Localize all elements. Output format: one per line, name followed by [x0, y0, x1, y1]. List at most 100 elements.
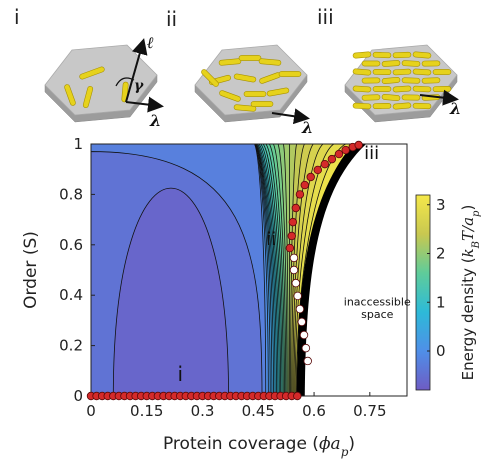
data-point: [288, 217, 298, 227]
symbol: ℓ: [146, 33, 154, 52]
colorbar-label-part: Energy density (: [459, 257, 477, 380]
protein-rod: [361, 60, 381, 67]
data-point: [287, 231, 296, 241]
colorbar-label-part: B: [471, 241, 482, 249]
protein-rod: [392, 51, 412, 59]
data-point: [306, 172, 315, 182]
data-point: [291, 203, 301, 213]
x-axis-label: Protein coverage (ϕap): [163, 434, 355, 459]
symbol: λ: [301, 118, 313, 137]
data-point: [327, 154, 337, 164]
protein-rod: [372, 51, 392, 59]
protein-rod: [238, 55, 262, 61]
colorbar-tick-label: 3: [436, 196, 446, 214]
protein-rod: [278, 71, 302, 77]
protein-rod: [250, 101, 274, 107]
protein-rod: [392, 85, 412, 93]
arrow: [125, 38, 148, 103]
y-tick-label: 0.8: [59, 185, 83, 203]
protein-rod: [352, 102, 372, 110]
data-point: [289, 253, 299, 263]
x-tick-label: 0: [86, 402, 96, 420]
data-point: [313, 165, 322, 175]
protein-rod: [401, 94, 421, 101]
protein-rod: [219, 90, 241, 102]
protein-rod: [258, 58, 282, 66]
data-point: [295, 304, 305, 314]
x-axis-label-part: ϕa: [319, 434, 341, 454]
inaccessible-region: [304, 144, 407, 396]
data-point: [320, 159, 330, 169]
protein-rod: [421, 60, 441, 67]
contour-plot: [91, 144, 407, 396]
protein-rod: [372, 86, 392, 92]
protein-rod: [361, 94, 381, 101]
symbol: λ: [149, 111, 161, 130]
data-point: [300, 180, 309, 190]
arrow: [271, 108, 310, 125]
x-tick-label: 0.3: [191, 402, 215, 420]
contour-band: [112, 187, 229, 396]
y-tick-label: 0.6: [59, 236, 83, 254]
protein-rod: [412, 68, 432, 76]
arrow: [125, 96, 164, 113]
data-point: [354, 140, 363, 150]
arrow: [419, 89, 459, 106]
protein-rod: [79, 66, 105, 80]
protein-rod: [352, 68, 372, 76]
protein-rod: [361, 77, 381, 84]
protein-rod: [381, 77, 401, 84]
x-tick-label: 0.15: [130, 402, 163, 420]
overlay: 0 0.15 0.3 0.45 0.6 0.75 0 0.2 0.4 0.6 0.8 1 Protein…: [21, 135, 411, 459]
protein-rod: [243, 91, 267, 97]
data-point: [293, 391, 302, 401]
y-tick-label: 1: [73, 135, 83, 153]
annotation: i: [177, 362, 183, 386]
annotation: ii: [266, 229, 276, 250]
colorbar-label-part: T/a: [459, 217, 477, 241]
protein-rod: [64, 84, 76, 106]
x-axis-label-part: p: [341, 445, 349, 459]
protein-rod: [218, 58, 242, 66]
protein-rod: [82, 85, 94, 109]
angle-arc: [115, 77, 135, 87]
protein-rod: [233, 73, 257, 83]
symbol: γ: [134, 78, 144, 94]
protein-rod: [381, 94, 401, 101]
x-tick-label: 0.75: [353, 402, 386, 420]
protein-rod: [432, 85, 452, 93]
protein-rod: [412, 85, 432, 93]
y-tick-label: 0.4: [59, 286, 83, 304]
data-point: [301, 343, 311, 353]
y-axis-label: Order (S): [21, 231, 41, 309]
protein-rod: [392, 68, 412, 76]
symbol: λ: [449, 99, 461, 118]
protein-rod: [412, 102, 432, 110]
x-axis-label-part: Protein coverage (: [163, 434, 319, 454]
colorbar-tick-label: 2: [436, 245, 446, 263]
data-point: [334, 149, 344, 159]
data-point: [297, 317, 306, 327]
protein-rod: [392, 102, 412, 110]
colorbar: [415, 194, 431, 391]
panel-label: i: [14, 5, 20, 29]
protein-rod: [352, 51, 372, 59]
data-point: [285, 243, 295, 253]
x-tick-label: 0.6: [302, 402, 326, 420]
panel-label: iii: [317, 5, 334, 29]
y-tick-label: 0: [73, 387, 83, 405]
data-point: [299, 330, 309, 340]
data-point: [293, 291, 302, 301]
protein-rod: [372, 68, 392, 76]
protein-rod: [233, 104, 257, 112]
protein-rod: [401, 60, 421, 67]
colorbar-label-part: k: [459, 248, 477, 257]
panel-label: ii: [166, 7, 177, 31]
colorbar-tick-label: 1: [436, 293, 446, 311]
protein-rod: [421, 77, 441, 84]
data-point: [303, 356, 312, 366]
protein-rod: [381, 60, 401, 67]
annotation: inaccessible: [344, 295, 411, 308]
colorbar-label: Energy density (kBT/ap): [459, 205, 482, 381]
